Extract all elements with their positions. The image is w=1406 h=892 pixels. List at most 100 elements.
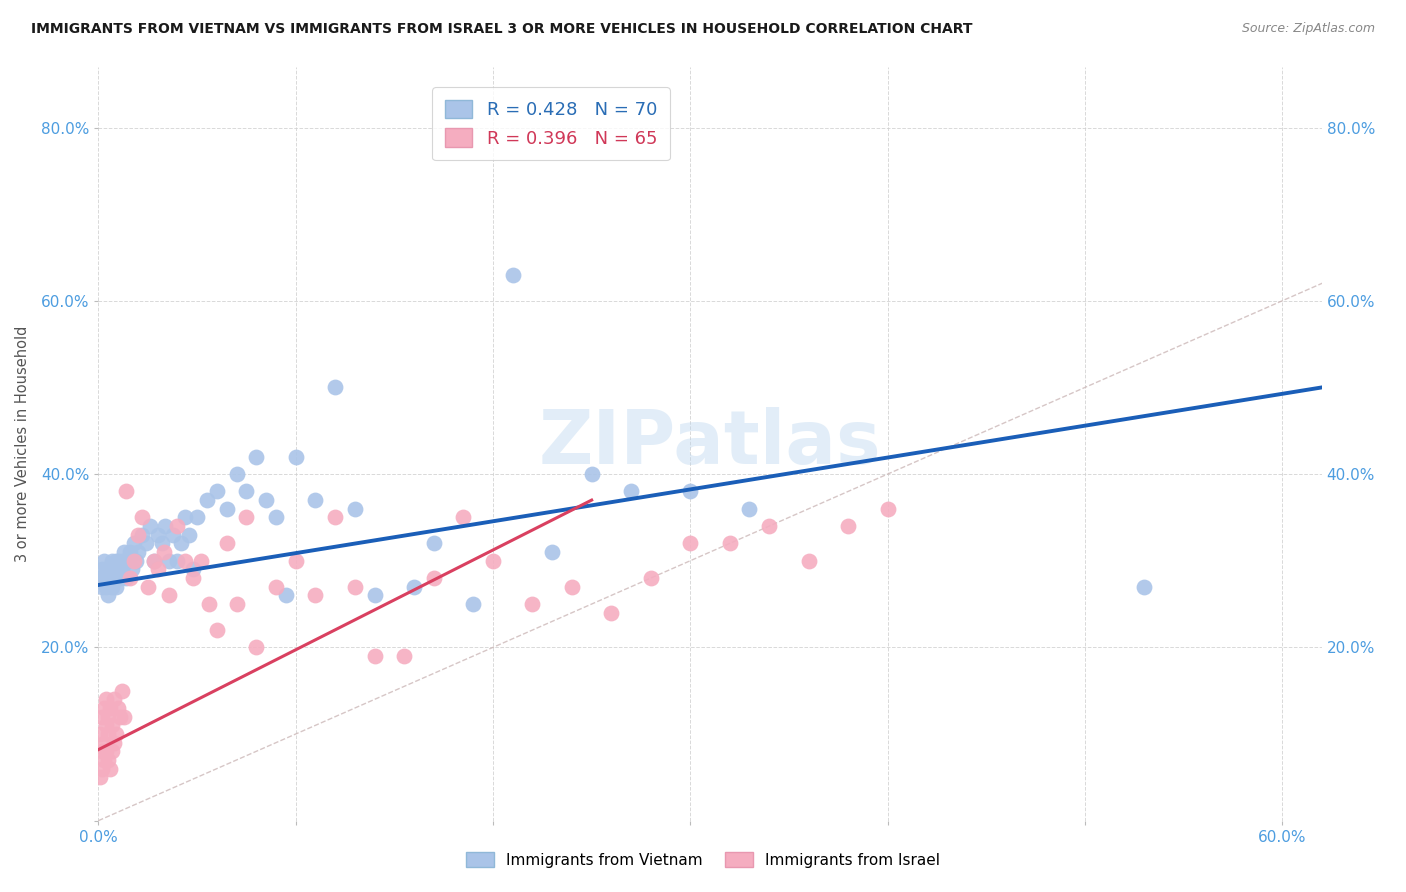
Point <box>264 580 287 594</box>
Point <box>101 554 124 568</box>
Point <box>89 770 111 784</box>
Point <box>107 571 129 585</box>
Point <box>146 527 169 541</box>
Point <box>127 527 149 541</box>
Point <box>284 554 307 568</box>
Point <box>96 692 118 706</box>
Point <box>117 554 139 568</box>
Point <box>482 554 505 568</box>
Point <box>96 580 118 594</box>
Point <box>738 501 761 516</box>
Point <box>404 580 426 594</box>
Point <box>1133 580 1156 594</box>
Point <box>502 268 524 282</box>
Point <box>198 597 221 611</box>
Point <box>159 554 181 568</box>
Point <box>205 484 228 499</box>
Point <box>107 701 129 715</box>
Point <box>111 554 134 568</box>
Point <box>679 484 702 499</box>
Point <box>142 554 165 568</box>
Point <box>108 562 131 576</box>
Point <box>103 736 125 750</box>
Point <box>304 493 326 508</box>
Point <box>96 718 118 732</box>
Point <box>98 762 121 776</box>
Point <box>225 467 247 481</box>
Text: Source: ZipAtlas.com: Source: ZipAtlas.com <box>1241 22 1375 36</box>
Point <box>97 753 120 767</box>
Point <box>190 554 212 568</box>
Point <box>225 597 247 611</box>
Point <box>91 562 114 576</box>
Point <box>97 727 120 741</box>
Point <box>108 709 131 723</box>
Point <box>98 562 121 576</box>
Point <box>718 536 741 550</box>
Point <box>284 450 307 464</box>
Point <box>254 493 277 508</box>
Point <box>264 510 287 524</box>
Point <box>118 545 141 559</box>
Point <box>93 736 115 750</box>
Point <box>103 571 125 585</box>
Point <box>162 527 184 541</box>
Point <box>323 510 346 524</box>
Point <box>343 501 366 516</box>
Point <box>118 571 141 585</box>
Point <box>101 718 124 732</box>
Point <box>392 648 416 663</box>
Point <box>121 562 143 576</box>
Point <box>600 606 623 620</box>
Point <box>138 519 160 533</box>
Point <box>166 554 188 568</box>
Point <box>159 588 181 602</box>
Point <box>323 380 346 394</box>
Point <box>142 554 165 568</box>
Point <box>205 623 228 637</box>
Point <box>93 571 115 585</box>
Point <box>136 580 159 594</box>
Point <box>91 744 114 758</box>
Point <box>115 571 138 585</box>
Point <box>96 744 118 758</box>
Point <box>115 484 138 499</box>
Point <box>876 501 898 516</box>
Point <box>131 527 153 541</box>
Point <box>245 450 267 464</box>
Point <box>105 554 128 568</box>
Point <box>97 709 120 723</box>
Point <box>453 510 475 524</box>
Text: ZIPatlas: ZIPatlas <box>538 408 882 480</box>
Point <box>91 580 114 594</box>
Point <box>146 562 169 576</box>
Point <box>91 762 114 776</box>
Point <box>245 640 267 655</box>
Text: IMMIGRANTS FROM VIETNAM VS IMMIGRANTS FROM ISRAEL 3 OR MORE VEHICLES IN HOUSEHOL: IMMIGRANTS FROM VIETNAM VS IMMIGRANTS FR… <box>31 22 973 37</box>
Point <box>108 571 131 585</box>
Point <box>522 597 544 611</box>
Point <box>122 554 145 568</box>
Point <box>89 727 111 741</box>
Point <box>131 510 153 524</box>
Point <box>135 536 157 550</box>
Point <box>101 744 124 758</box>
Point <box>97 571 120 585</box>
Point <box>797 554 820 568</box>
Point <box>215 501 238 516</box>
Point <box>304 588 326 602</box>
Point <box>125 554 148 568</box>
Point <box>111 683 134 698</box>
Point <box>103 692 125 706</box>
Point <box>186 510 208 524</box>
Point <box>235 484 257 499</box>
Point <box>96 562 118 576</box>
Point <box>423 536 446 550</box>
Point <box>103 562 125 576</box>
Point <box>155 519 177 533</box>
Point <box>111 562 134 576</box>
Point <box>215 536 238 550</box>
Point <box>235 510 257 524</box>
Point <box>105 580 128 594</box>
Point <box>150 536 173 550</box>
